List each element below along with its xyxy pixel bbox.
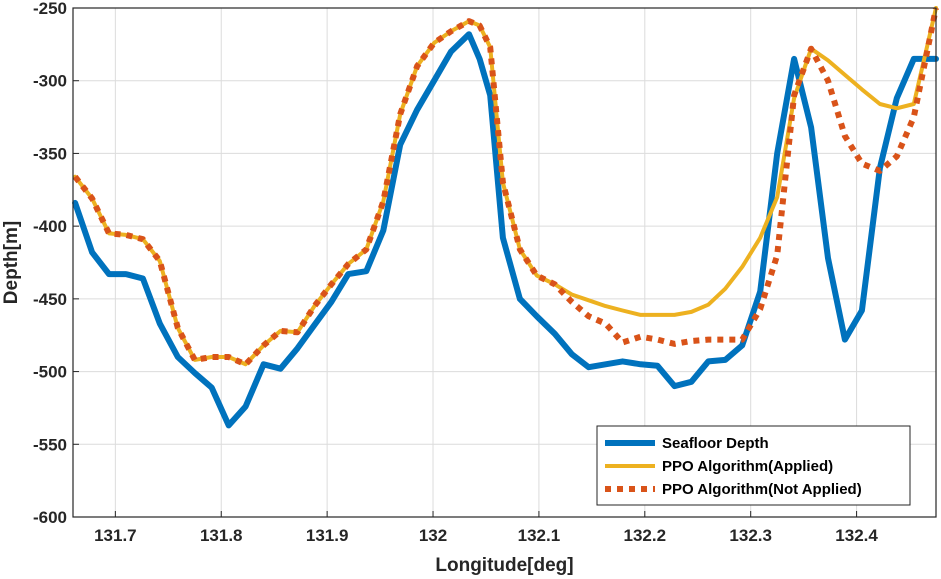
- y-tick-label: -550: [33, 435, 67, 454]
- x-tick-label: 132.4: [835, 526, 878, 545]
- legend-label: PPO Algorithm(Applied): [662, 458, 833, 475]
- series-line-1: [72, 31, 939, 429]
- x-tick-label: 132: [419, 526, 447, 545]
- y-tick-label: -500: [33, 363, 67, 382]
- x-axis-label: Longitude[deg]: [435, 555, 573, 576]
- x-tick-label: 131.7: [94, 526, 137, 545]
- y-tick-label: -300: [33, 72, 67, 91]
- x-tick-label: 131.8: [200, 526, 243, 545]
- legend-label: PPO Algorithm(Not Applied): [662, 481, 862, 498]
- series-layer: [72, 6, 939, 429]
- y-axis-ticks: -600 -550 -500 -450 -400 -350 -300 -250: [33, 0, 79, 527]
- series-line-3: [72, 7, 939, 368]
- y-tick-label: -400: [33, 217, 67, 236]
- x-tick-label: 132.2: [624, 526, 667, 545]
- x-tick-label: 132.1: [518, 526, 561, 545]
- x-tick-label: 132.3: [729, 526, 772, 545]
- x-axis-ticks: 131.7 131.8 131.9 132 132.1 132.2 132.3 132.4: [94, 511, 878, 545]
- y-tick-label: -350: [33, 144, 67, 163]
- legend: Seafloor Depth PPO Algorithm(Applied) PPO …: [596, 425, 911, 506]
- y-axis-label: Depth[m]: [1, 221, 22, 304]
- series-line-2: [73, 6, 938, 367]
- y-tick-label: -250: [33, 0, 67, 18]
- x-tick-label: 131.9: [306, 526, 349, 545]
- legend-label: Seafloor Depth: [662, 435, 769, 452]
- y-tick-label: -600: [33, 508, 67, 527]
- plot-frame: [72, 7, 937, 518]
- y-tick-label: -450: [33, 290, 67, 309]
